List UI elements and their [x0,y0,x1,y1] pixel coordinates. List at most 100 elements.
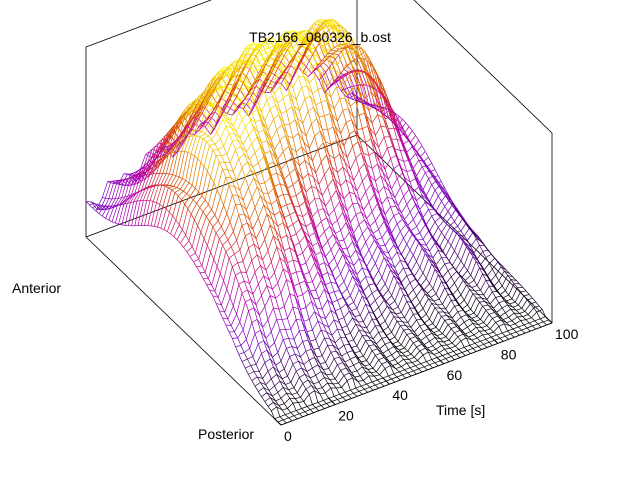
mesh-segment [345,333,350,335]
mesh-segment [523,315,529,317]
mesh-segment [255,386,258,391]
mesh-segment [194,220,197,226]
mesh-segment [271,247,276,262]
mesh-segment [398,268,403,275]
mesh-segment [161,228,164,230]
mesh-segment [274,115,279,120]
mesh-segment [393,342,398,344]
mesh-segment [321,221,324,231]
mesh-segment [388,374,393,376]
mesh-segment [516,308,522,310]
mesh-segment [366,341,369,346]
mesh-segment [239,354,242,361]
mesh-segment [356,250,359,258]
mesh-segment [328,187,331,199]
mesh-segment [376,315,381,320]
mesh-segment [256,228,261,239]
mesh-segment [258,388,263,392]
mesh-segment [215,197,221,215]
mesh-segment [303,340,308,341]
mesh-segment [528,308,533,315]
mesh-segment [439,288,444,299]
mesh-segment [451,327,456,329]
mesh-segment [232,267,235,276]
mesh-segment [226,177,231,178]
mesh-segment [379,307,382,314]
mesh-segment [439,320,444,330]
mesh-segment [335,379,338,383]
mesh-segment [487,269,492,276]
mesh-segment [213,221,218,227]
mesh-segment [417,344,422,347]
mesh-segment [337,399,340,402]
mesh-segment [345,296,350,300]
mesh-segment [221,227,224,233]
mesh-segment [316,280,321,290]
mesh-segment [354,393,357,396]
mesh-segment [268,320,271,332]
mesh-segment [252,198,255,208]
mesh-segment [450,346,455,348]
mesh-segment [414,303,419,309]
mesh-segment [241,147,244,154]
mesh-segment [357,268,362,275]
mesh-segment [334,258,337,265]
mesh-segment [420,324,425,326]
mesh-segment [360,142,365,143]
mesh-segment [426,336,429,341]
mesh-segment [294,388,297,393]
mesh-segment [434,299,439,301]
mesh-segment [433,346,436,349]
mesh-segment [278,283,281,293]
mesh-segment [360,372,366,376]
mesh-segment [382,315,385,322]
mesh-segment [503,317,508,319]
mesh-segment [332,220,337,225]
mesh-segment [304,402,307,407]
mesh-segment [396,369,399,372]
mesh-segment [331,282,334,291]
mesh-segment [339,376,344,384]
mesh-segment [404,330,407,334]
mesh-segment [507,321,512,323]
mesh-segment [263,48,268,50]
mesh-segment [361,361,366,362]
mesh-segment [305,99,308,111]
mesh-segment [190,257,193,262]
mesh-segment [332,374,335,379]
mesh-segment [303,212,308,216]
mesh-segment [424,341,429,344]
mesh-segment [245,178,248,188]
mesh-segment [270,109,273,119]
mesh-segment [172,188,177,190]
mesh-segment [464,227,470,236]
mesh-segment [418,355,423,361]
mesh-segment [176,176,179,177]
mesh-segment [304,360,309,365]
mesh-segment [382,230,387,238]
mesh-segment [219,162,222,169]
mesh-segment [318,209,323,211]
mesh-segment [487,292,492,300]
mesh-segment [395,301,398,307]
mesh-segment [243,311,248,330]
mesh-segment [347,204,352,212]
mesh-segment [322,187,327,196]
mesh-segment [423,352,428,355]
mesh-segment [284,55,289,63]
mesh-segment [417,146,422,152]
mesh-segment [290,169,295,174]
mesh-segment [258,130,263,132]
mesh-segment [206,140,211,142]
mesh-segment [318,89,321,102]
mesh-segment [213,150,216,156]
mesh-segment [321,404,326,406]
mesh-segment [267,100,270,109]
mesh-segment [283,420,286,423]
mesh-segment [280,87,283,99]
mesh-segment [336,388,339,394]
mesh-segment [272,353,277,358]
mesh-segment [312,365,318,368]
mesh-segment [515,321,521,324]
mesh-segment [478,344,483,346]
